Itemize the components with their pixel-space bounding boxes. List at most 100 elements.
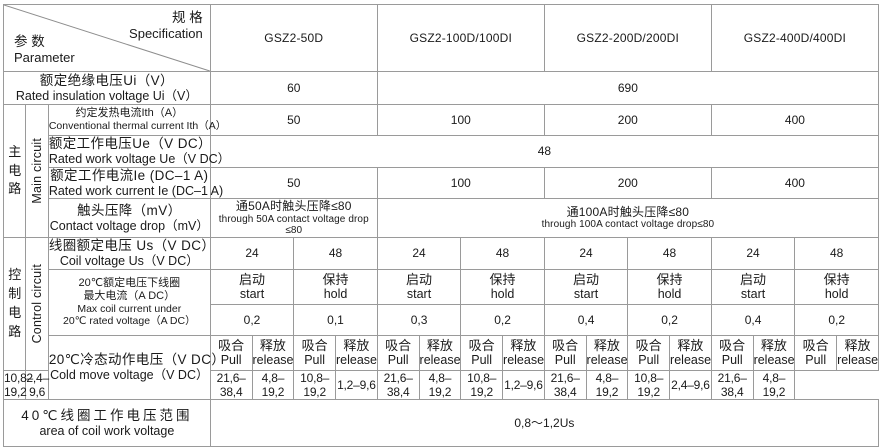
subheader-release-2-cn: 释放 xyxy=(343,337,370,353)
group-main-circuit-en-inner: Main circuit xyxy=(26,138,47,204)
subheader-start-2: 启动 start xyxy=(376,268,462,305)
subheader-release-4-en: release xyxy=(503,353,545,368)
label-rated-work-current: 额定工作电流Ie (DC–1 A) Rated work current Ie … xyxy=(47,166,223,200)
subheader-pull-8-cn: 吸合 xyxy=(802,337,829,353)
row-rated-work-voltage: 额定工作电压Ue（V DC） Rated work voltage Ue（V D… xyxy=(4,135,880,168)
subheader-start-2-cn: 启动 xyxy=(406,271,433,287)
subheader-pull-7-en: Pull xyxy=(721,353,743,368)
value-max-coil-current-4: 0,2 xyxy=(460,303,545,336)
group-control-char-2: 制 xyxy=(8,286,22,302)
label-max-coil-current-en2: 20℃ rated voltage（A DC） xyxy=(62,315,196,328)
subheader-hold-1-cn: 保持 xyxy=(322,271,349,287)
group-main-char-1: 主 xyxy=(8,143,22,159)
subheader-pull-8: 吸合 Pull xyxy=(794,334,838,371)
subheader-pull-4-en: Pull xyxy=(471,353,493,368)
label-conventional-thermal-current-cn: 约定发热电流Ith（A） xyxy=(75,107,184,120)
subheader-release-7-en: release xyxy=(753,353,795,368)
value-cold-move-6: 1,2–9,6 xyxy=(335,369,378,401)
value-coil-voltage-7: 24 xyxy=(710,237,796,270)
group-control-char-1: 控 xyxy=(8,267,22,283)
subheader-hold-2: 保持 hold xyxy=(460,268,545,305)
subheader-release-3: 释放 release xyxy=(418,334,462,371)
label-contact-voltage-drop: 触头压降（mV） Contact voltage drop（mV） xyxy=(47,198,211,239)
subheader-release-2-en: release xyxy=(336,353,378,368)
subheader-pull-8-en: Pull xyxy=(805,353,827,368)
value-cold-move-2: 2,4–9,6 xyxy=(25,369,49,401)
label-coil-work-voltage-range-en: area of coil work voltage xyxy=(39,423,175,438)
label-cold-move-voltage: 20℃冷态动作电压（V DC） Cold move voltage（V DC） xyxy=(47,334,225,401)
specification-label: 规 格 Specification xyxy=(129,10,203,41)
subheader-start-1-cn: 启动 xyxy=(239,271,266,287)
specification-label-cn: 规 格 xyxy=(172,10,203,25)
subheader-release-8-en: release xyxy=(837,353,879,368)
subheader-hold-4: 保持 hold xyxy=(794,268,879,305)
product-header-2: GSZ2-100D/100DI xyxy=(376,4,545,72)
value-thermal-current-1: 50 xyxy=(209,104,378,136)
value-work-current-3: 200 xyxy=(543,166,712,200)
value-max-coil-current-2: 0,1 xyxy=(293,303,378,336)
group-control-char-3: 电 xyxy=(8,304,22,320)
value-cold-move-5: 10,8–19,2 xyxy=(293,369,337,401)
value-work-current-4: 400 xyxy=(710,166,880,200)
value-max-coil-current-5: 0,4 xyxy=(543,303,629,336)
subheader-start-4-en: start xyxy=(740,287,766,302)
subheader-hold-4-cn: 保持 xyxy=(823,271,850,287)
group-control-circuit-en-text: Control circuit xyxy=(29,264,44,344)
label-coil-work-voltage-range: 40℃线圈工作电压范围 area of coil work voltage xyxy=(3,399,211,447)
value-contact-drop-50a: 通50A时触头压降≤80 through 50A contact voltage… xyxy=(209,198,378,239)
subheader-hold-3: 保持 hold xyxy=(627,268,712,305)
label-conventional-thermal-current-en: Conventional thermal current Ith（A） xyxy=(48,120,227,133)
subheader-pull-2-en: Pull xyxy=(304,353,326,368)
subheader-start-1-en: start xyxy=(239,287,265,302)
value-max-coil-current-1: 0,2 xyxy=(209,303,295,336)
row-conventional-thermal-current: 主 电 路 Main circuit 约定发热电流Ith（A） Conventi… xyxy=(2,103,880,239)
row-max-coil-current-subheader: 20℃额定电压下线圈 最大电流（A DC） Max coil current u… xyxy=(4,268,879,336)
subheader-release-1-en: release xyxy=(252,353,294,368)
value-coil-voltage-5: 24 xyxy=(543,237,629,270)
subheader-release-6-cn: 释放 xyxy=(677,337,704,353)
subheader-hold-3-en: hold xyxy=(657,287,682,302)
subheader-start-3: 启动 start xyxy=(543,268,629,305)
subheader-pull-7: 吸合 Pull xyxy=(710,334,754,371)
subheader-release-1-cn: 释放 xyxy=(259,337,286,353)
value-cold-move-14: 2,4–9,6 xyxy=(669,369,712,401)
subheader-pull-5-cn: 吸合 xyxy=(552,337,579,353)
value-insulation-col1: 60 xyxy=(209,71,378,105)
value-cold-move-13: 10,8–19,2 xyxy=(627,369,671,401)
value-contact-drop-100a-cn: 通100A时触头压降≤80 xyxy=(566,205,690,220)
subheader-hold-1: 保持 hold xyxy=(293,268,378,305)
subheader-release-6-en: release xyxy=(670,353,712,368)
row-coil-voltage: 控 制 电 路 Control circuit 线圈额定电压 Us（V DC） … xyxy=(2,237,879,371)
label-coil-voltage-cn: 线圈额定电压 Us（V DC） xyxy=(48,238,216,254)
subheader-hold-3-cn: 保持 xyxy=(656,271,683,287)
group-main-char-3: 路 xyxy=(8,181,22,197)
subheader-pull-2-cn: 吸合 xyxy=(301,337,328,353)
subheader-pull-1-cn: 吸合 xyxy=(218,337,245,353)
subheader-pull-4: 吸合 Pull xyxy=(460,334,504,371)
value-thermal-current-3: 200 xyxy=(543,104,712,136)
subheader-pull-1-en: Pull xyxy=(220,353,242,368)
subheader-release-1: 释放 release xyxy=(251,334,295,371)
subheader-pull-6-cn: 吸合 xyxy=(635,337,662,353)
value-cold-move-11: 21,6–38,4 xyxy=(543,369,587,401)
subheader-pull-3: 吸合 Pull xyxy=(376,334,420,371)
value-cold-move-7: 21,6–38,4 xyxy=(376,369,420,401)
value-max-coil-current-8: 0,2 xyxy=(794,303,879,336)
subheader-release-5-en: release xyxy=(586,353,628,368)
group-control-circuit-cn-inner: 控 制 电 路 xyxy=(4,266,25,341)
subheader-start-3-en: start xyxy=(573,287,599,302)
subheader-release-8-cn: 释放 xyxy=(844,337,871,353)
subheader-start-3-cn: 启动 xyxy=(573,271,600,287)
value-cold-move-1: 10,8–19,2 xyxy=(2,369,34,401)
subheader-pull-5: 吸合 Pull xyxy=(543,334,587,371)
parameter-label: 参 数 Parameter xyxy=(14,34,75,65)
group-control-circuit-en: Control circuit xyxy=(25,237,49,371)
value-cold-move-3: 21,6–38,4 xyxy=(209,369,253,401)
parameter-label-cn: 参 数 xyxy=(14,33,45,49)
specification-label-en: Specification xyxy=(129,25,203,41)
value-max-coil-current-7: 0,4 xyxy=(710,303,796,336)
subheader-release-3-cn: 释放 xyxy=(426,337,453,353)
label-rated-work-voltage-cn: 额定工作电压Ue（V DC） xyxy=(48,136,212,151)
table-header-row: 规 格 Specification 参 数 Parameter GSZ2-50D… xyxy=(3,4,880,72)
subheader-start-4: 启动 start xyxy=(710,268,796,305)
